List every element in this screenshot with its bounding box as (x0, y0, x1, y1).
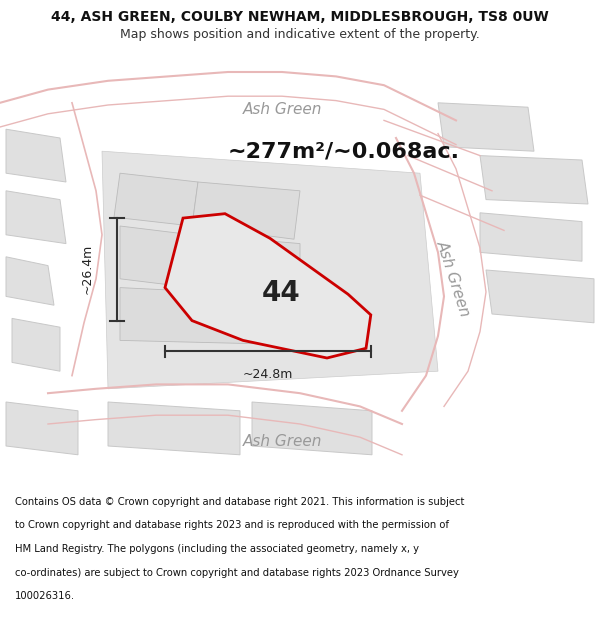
Text: Ash Green: Ash Green (242, 102, 322, 117)
Polygon shape (120, 226, 192, 288)
Polygon shape (120, 288, 300, 345)
Polygon shape (6, 402, 78, 455)
Polygon shape (165, 214, 371, 358)
Polygon shape (438, 102, 534, 151)
Text: Contains OS data © Crown copyright and database right 2021. This information is : Contains OS data © Crown copyright and d… (15, 497, 464, 507)
Text: 44, ASH GREEN, COULBY NEWHAM, MIDDLESBROUGH, TS8 0UW: 44, ASH GREEN, COULBY NEWHAM, MIDDLESBRO… (51, 10, 549, 24)
Text: 100026316.: 100026316. (15, 591, 75, 601)
Polygon shape (198, 235, 300, 301)
Polygon shape (480, 156, 588, 204)
Text: HM Land Registry. The polygons (including the associated geometry, namely x, y: HM Land Registry. The polygons (includin… (15, 544, 419, 554)
Text: ~277m²/~0.068ac.: ~277m²/~0.068ac. (228, 141, 460, 161)
Polygon shape (252, 402, 372, 455)
Text: Ash Green: Ash Green (242, 434, 322, 449)
Polygon shape (114, 173, 198, 226)
Polygon shape (480, 213, 582, 261)
Polygon shape (12, 318, 60, 371)
Polygon shape (102, 151, 438, 389)
Text: ~26.4m: ~26.4m (80, 244, 94, 294)
Polygon shape (6, 129, 66, 182)
Text: co-ordinates) are subject to Crown copyright and database rights 2023 Ordnance S: co-ordinates) are subject to Crown copyr… (15, 568, 459, 578)
Text: Ash Green: Ash Green (434, 239, 472, 319)
Text: ~24.8m: ~24.8m (243, 368, 293, 381)
Polygon shape (6, 257, 54, 305)
Polygon shape (486, 270, 594, 322)
Text: to Crown copyright and database rights 2023 and is reproduced with the permissio: to Crown copyright and database rights 2… (15, 521, 449, 531)
Polygon shape (6, 191, 66, 244)
Polygon shape (192, 182, 300, 239)
Text: Map shows position and indicative extent of the property.: Map shows position and indicative extent… (120, 28, 480, 41)
Polygon shape (108, 402, 240, 455)
Text: 44: 44 (262, 279, 301, 308)
